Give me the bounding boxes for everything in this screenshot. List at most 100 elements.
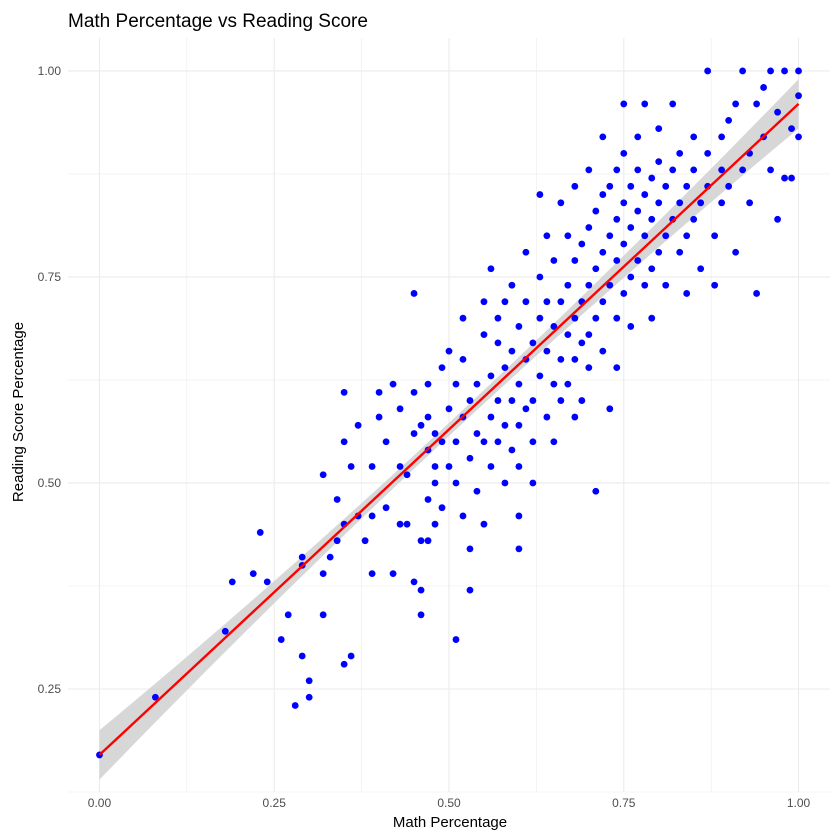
x-tick-labels: 0.00 0.25 0.50 0.75 1.00 (88, 796, 811, 810)
x-tick-label: 0.50 (437, 796, 461, 810)
data-point (557, 355, 565, 363)
data-point (704, 67, 712, 75)
data-point (452, 380, 460, 388)
data-point (529, 479, 537, 487)
data-point (753, 100, 760, 108)
data-point (697, 199, 705, 207)
data-point (557, 199, 565, 207)
data-point (571, 314, 579, 322)
data-point (508, 397, 516, 404)
fit-line (98, 103, 800, 756)
data-point (543, 413, 551, 421)
data-point (417, 611, 425, 619)
data-point (606, 281, 614, 289)
data-point (592, 487, 600, 495)
data-point (284, 611, 292, 619)
data-point (648, 174, 656, 182)
grid (68, 38, 830, 793)
data-point (571, 182, 579, 190)
data-point (760, 84, 767, 91)
data-point (494, 397, 502, 404)
data-point (333, 537, 341, 545)
data-point (389, 380, 397, 388)
data-point (585, 224, 593, 231)
data-point (522, 248, 530, 256)
data-point (648, 314, 656, 322)
data-point (431, 520, 439, 528)
data-point (417, 537, 425, 545)
data-point (795, 133, 802, 141)
data-point (571, 355, 579, 363)
data-point (676, 199, 684, 207)
data-point (515, 421, 523, 429)
data-point (655, 158, 663, 166)
data-point (613, 215, 621, 223)
y-tick-label: 1.00 (38, 64, 62, 78)
data-point (319, 570, 327, 578)
data-point (753, 290, 760, 297)
data-point (599, 191, 607, 198)
data-point (641, 191, 649, 198)
data-point (466, 586, 474, 594)
data-point (466, 454, 474, 462)
data-point (592, 265, 600, 273)
data-point (536, 372, 544, 380)
data-point (634, 166, 642, 174)
data-point (585, 166, 593, 174)
y-tick-label: 0.75 (38, 270, 62, 284)
data-point (431, 463, 439, 470)
data-point (732, 100, 740, 108)
data-point (515, 512, 523, 520)
data-point (396, 520, 404, 528)
data-point (417, 421, 425, 429)
data-point (655, 199, 663, 207)
data-point (641, 232, 649, 240)
data-point (592, 207, 600, 215)
data-point (662, 281, 670, 289)
data-point (452, 438, 460, 446)
data-point (599, 133, 607, 141)
data-point (536, 314, 544, 322)
x-axis-title: Math Percentage (393, 814, 507, 831)
data-point (361, 537, 369, 545)
data-point (606, 232, 614, 240)
data-point (564, 331, 572, 339)
data-point (746, 199, 754, 207)
fit-line-group (98, 103, 800, 756)
data-point (795, 92, 802, 100)
data-point (627, 273, 635, 281)
data-point (522, 405, 530, 413)
data-point (396, 405, 404, 413)
data-point (704, 149, 712, 157)
data-point (585, 331, 593, 339)
data-point (340, 388, 348, 396)
y-tick-labels: 0.25 0.50 0.75 1.00 (38, 64, 62, 696)
data-point (438, 438, 446, 446)
data-point (739, 67, 747, 75)
data-point (557, 298, 565, 306)
data-point (445, 347, 453, 355)
data-point (473, 380, 481, 388)
data-point (494, 438, 502, 446)
data-point (725, 182, 733, 190)
data-point (221, 627, 229, 635)
data-point (473, 430, 481, 437)
data-point (410, 388, 418, 396)
data-point (347, 652, 355, 660)
data-point (277, 636, 285, 643)
data-point (536, 191, 544, 198)
data-point (515, 545, 523, 553)
data-point (480, 298, 488, 306)
data-point (781, 67, 788, 75)
data-point (459, 355, 467, 363)
data-point (501, 421, 509, 429)
data-point (571, 257, 579, 264)
data-point (641, 281, 649, 289)
data-point (571, 413, 579, 421)
data-point (690, 166, 698, 174)
data-point (445, 405, 453, 413)
data-point (690, 133, 698, 141)
data-point (613, 314, 621, 322)
data-point (375, 388, 383, 396)
data-point (543, 232, 551, 240)
